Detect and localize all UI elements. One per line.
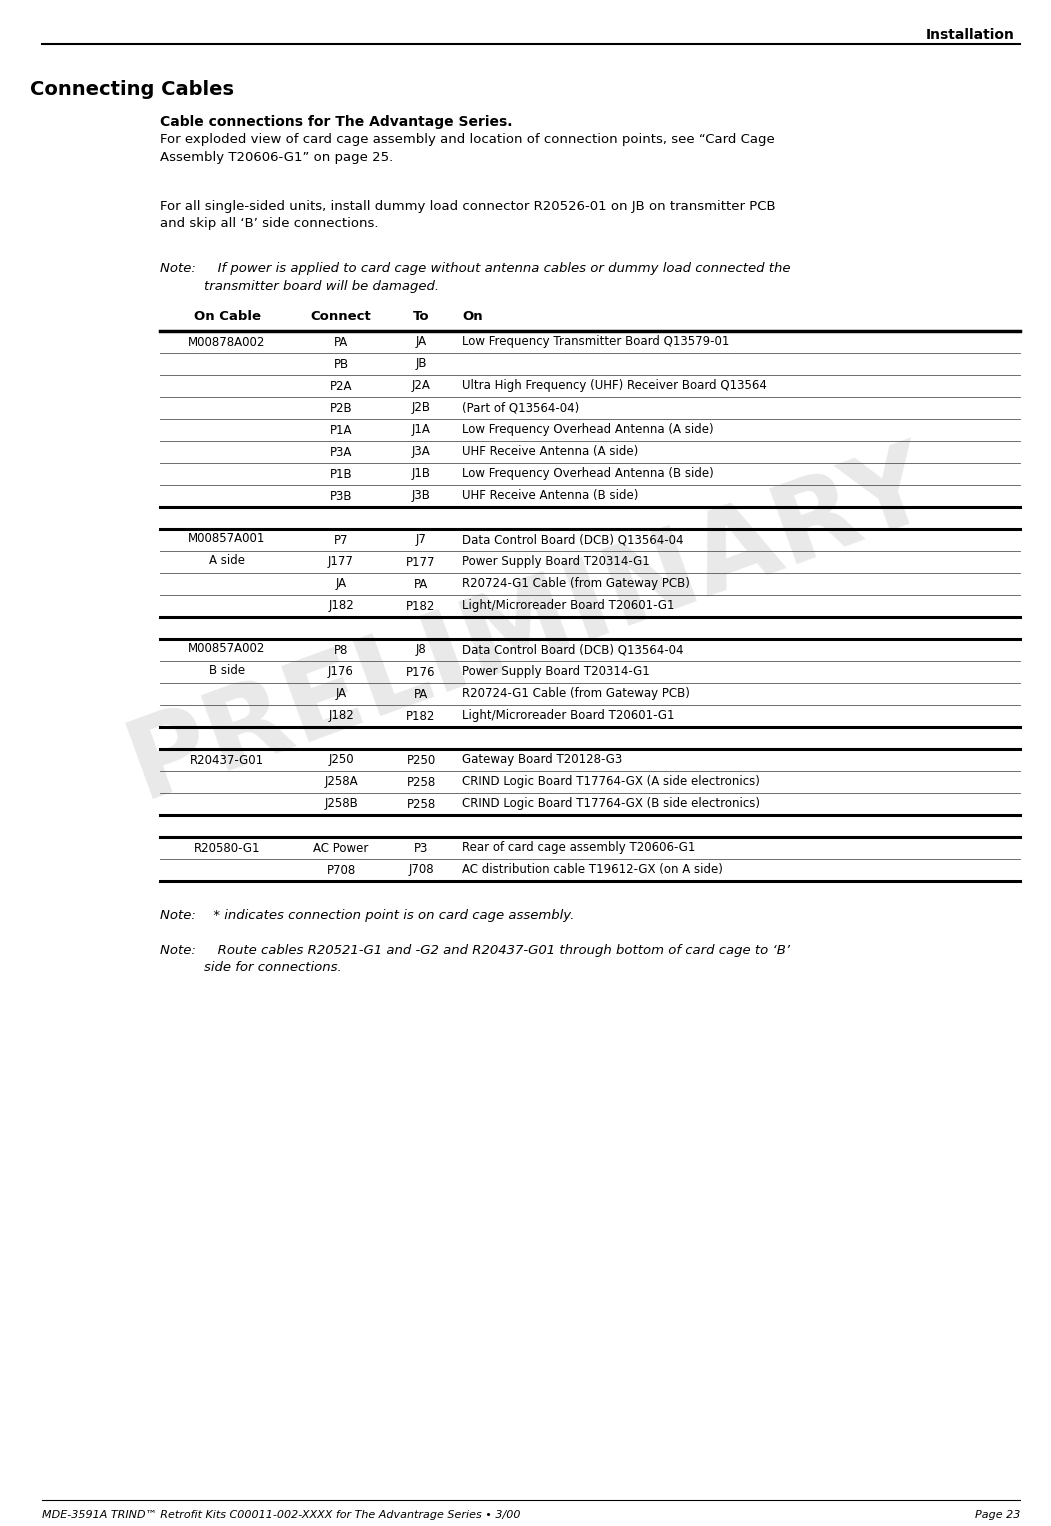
Text: Note:   Route cables R20521-G1 and -G2 and R20437-G01 through bottom of card cag: Note: Route cables R20521-G1 and -G2 and… <box>160 945 790 957</box>
Text: For exploded view of card cage assembly and location of connection points, see “: For exploded view of card cage assembly … <box>160 133 775 163</box>
Text: P250: P250 <box>407 754 435 766</box>
Text: PA: PA <box>334 336 348 348</box>
Text: UHF Receive Antenna (A side): UHF Receive Antenna (A side) <box>462 446 638 458</box>
Text: JA: JA <box>415 336 427 348</box>
Text: Low Frequency Overhead Antenna (A side): Low Frequency Overhead Antenna (A side) <box>462 424 714 436</box>
Text: Connecting Cables: Connecting Cables <box>30 79 234 99</box>
Text: Rear of card cage assembly T20606-G1: Rear of card cage assembly T20606-G1 <box>462 841 696 855</box>
Text: Ultra High Frequency (UHF) Receiver Board Q13564: Ultra High Frequency (UHF) Receiver Boar… <box>462 380 767 392</box>
Text: Note:  * indicates connection point is on card cage assembly.: Note: * indicates connection point is on… <box>160 909 575 922</box>
Text: P182: P182 <box>407 600 436 612</box>
Text: P176: P176 <box>407 665 436 679</box>
Text: R20724-G1 Cable (from Gateway PCB): R20724-G1 Cable (from Gateway PCB) <box>462 577 689 591</box>
Text: J2B: J2B <box>412 401 431 415</box>
Text: J258A: J258A <box>324 775 357 789</box>
Text: JB: JB <box>415 357 427 371</box>
Text: P1A: P1A <box>330 424 352 436</box>
Text: (Part of Q13564-04): (Part of Q13564-04) <box>462 401 579 415</box>
Text: J3A: J3A <box>412 446 430 458</box>
Text: Gateway Board T20128-G3: Gateway Board T20128-G3 <box>462 754 622 766</box>
Text: PB: PB <box>333 357 349 371</box>
Text: P708: P708 <box>327 864 355 876</box>
Text: Power Supply Board T20314-G1: Power Supply Board T20314-G1 <box>462 665 650 679</box>
Text: J708: J708 <box>408 864 434 876</box>
Text: Connect: Connect <box>311 310 371 322</box>
Text: To: To <box>413 310 429 322</box>
Text: J8: J8 <box>415 644 427 656</box>
Text: Light/Microreader Board T20601-G1: Light/Microreader Board T20601-G1 <box>462 710 675 722</box>
Text: JA: JA <box>335 688 347 700</box>
Text: P3A: P3A <box>330 446 352 458</box>
Text: J176: J176 <box>328 665 354 679</box>
Text: J2A: J2A <box>412 380 431 392</box>
Text: AC Power: AC Power <box>313 841 369 855</box>
Text: AC distribution cable T19612-GX (on A side): AC distribution cable T19612-GX (on A si… <box>462 864 723 876</box>
Text: P8: P8 <box>334 644 348 656</box>
Text: Power Supply Board T20314-G1: Power Supply Board T20314-G1 <box>462 555 650 569</box>
Text: For all single-sided units, install dummy load connector R20526-01 on JB on tran: For all single-sided units, install dumm… <box>160 200 776 230</box>
Text: Light/Microreader Board T20601-G1: Light/Microreader Board T20601-G1 <box>462 600 675 612</box>
Text: P2B: P2B <box>330 401 352 415</box>
Text: Page 23: Page 23 <box>974 1511 1021 1520</box>
Text: J182: J182 <box>328 600 354 612</box>
Text: Cable connections for The Advantage Series.: Cable connections for The Advantage Seri… <box>160 114 513 130</box>
Text: R20724-G1 Cable (from Gateway PCB): R20724-G1 Cable (from Gateway PCB) <box>462 688 689 700</box>
Text: R20580-G1: R20580-G1 <box>193 841 261 855</box>
Text: M00857A002: M00857A002 <box>188 642 266 656</box>
Text: A side: A side <box>209 554 245 568</box>
Text: P3: P3 <box>414 841 428 855</box>
Text: P3B: P3B <box>330 490 352 502</box>
Text: side for connections.: side for connections. <box>204 961 342 974</box>
Text: PA: PA <box>414 688 428 700</box>
Text: B side: B side <box>209 664 245 678</box>
Text: P177: P177 <box>407 555 436 569</box>
Text: Note:   If power is applied to card cage without antenna cables or dummy load co: Note: If power is applied to card cage w… <box>160 262 790 275</box>
Text: On: On <box>462 310 482 322</box>
Text: JA: JA <box>335 577 347 591</box>
Text: Data Control Board (DCB) Q13564-04: Data Control Board (DCB) Q13564-04 <box>462 534 683 546</box>
Text: J1A: J1A <box>412 424 431 436</box>
Text: J258B: J258B <box>324 798 358 810</box>
Text: PA: PA <box>414 577 428 591</box>
Text: PRELIMINARY: PRELIMINARY <box>115 430 946 821</box>
Text: P2A: P2A <box>330 380 352 392</box>
Text: UHF Receive Antenna (B side): UHF Receive Antenna (B side) <box>462 490 638 502</box>
Text: M00857A001: M00857A001 <box>188 533 266 545</box>
Text: P7: P7 <box>334 534 348 546</box>
Text: R20437-G01: R20437-G01 <box>190 754 264 766</box>
Text: Installation: Installation <box>926 27 1015 43</box>
Text: P258: P258 <box>407 798 435 810</box>
Text: CRIND Logic Board T17764-GX (B side electronics): CRIND Logic Board T17764-GX (B side elec… <box>462 798 760 810</box>
Text: P258: P258 <box>407 775 435 789</box>
Text: J3B: J3B <box>412 490 431 502</box>
Text: On Cable: On Cable <box>193 310 261 322</box>
Text: Low Frequency Overhead Antenna (B side): Low Frequency Overhead Antenna (B side) <box>462 467 714 481</box>
Text: J250: J250 <box>328 754 354 766</box>
Text: P1B: P1B <box>330 467 352 481</box>
Text: transmitter board will be damaged.: transmitter board will be damaged. <box>204 279 439 293</box>
Text: P182: P182 <box>407 710 436 722</box>
Text: J177: J177 <box>328 555 354 569</box>
Text: Data Control Board (DCB) Q13564-04: Data Control Board (DCB) Q13564-04 <box>462 644 683 656</box>
Text: MDE-3591A TRIND™ Retrofit Kits C00011-002-XXXX for The Advantrage Series • 3/00: MDE-3591A TRIND™ Retrofit Kits C00011-00… <box>42 1511 520 1520</box>
Text: M00878A002: M00878A002 <box>188 336 266 348</box>
Text: Low Frequency Transmitter Board Q13579-01: Low Frequency Transmitter Board Q13579-0… <box>462 336 729 348</box>
Text: CRIND Logic Board T17764-GX (A side electronics): CRIND Logic Board T17764-GX (A side elec… <box>462 775 760 789</box>
Text: J7: J7 <box>415 534 427 546</box>
Text: J1B: J1B <box>412 467 431 481</box>
Text: J182: J182 <box>328 710 354 722</box>
